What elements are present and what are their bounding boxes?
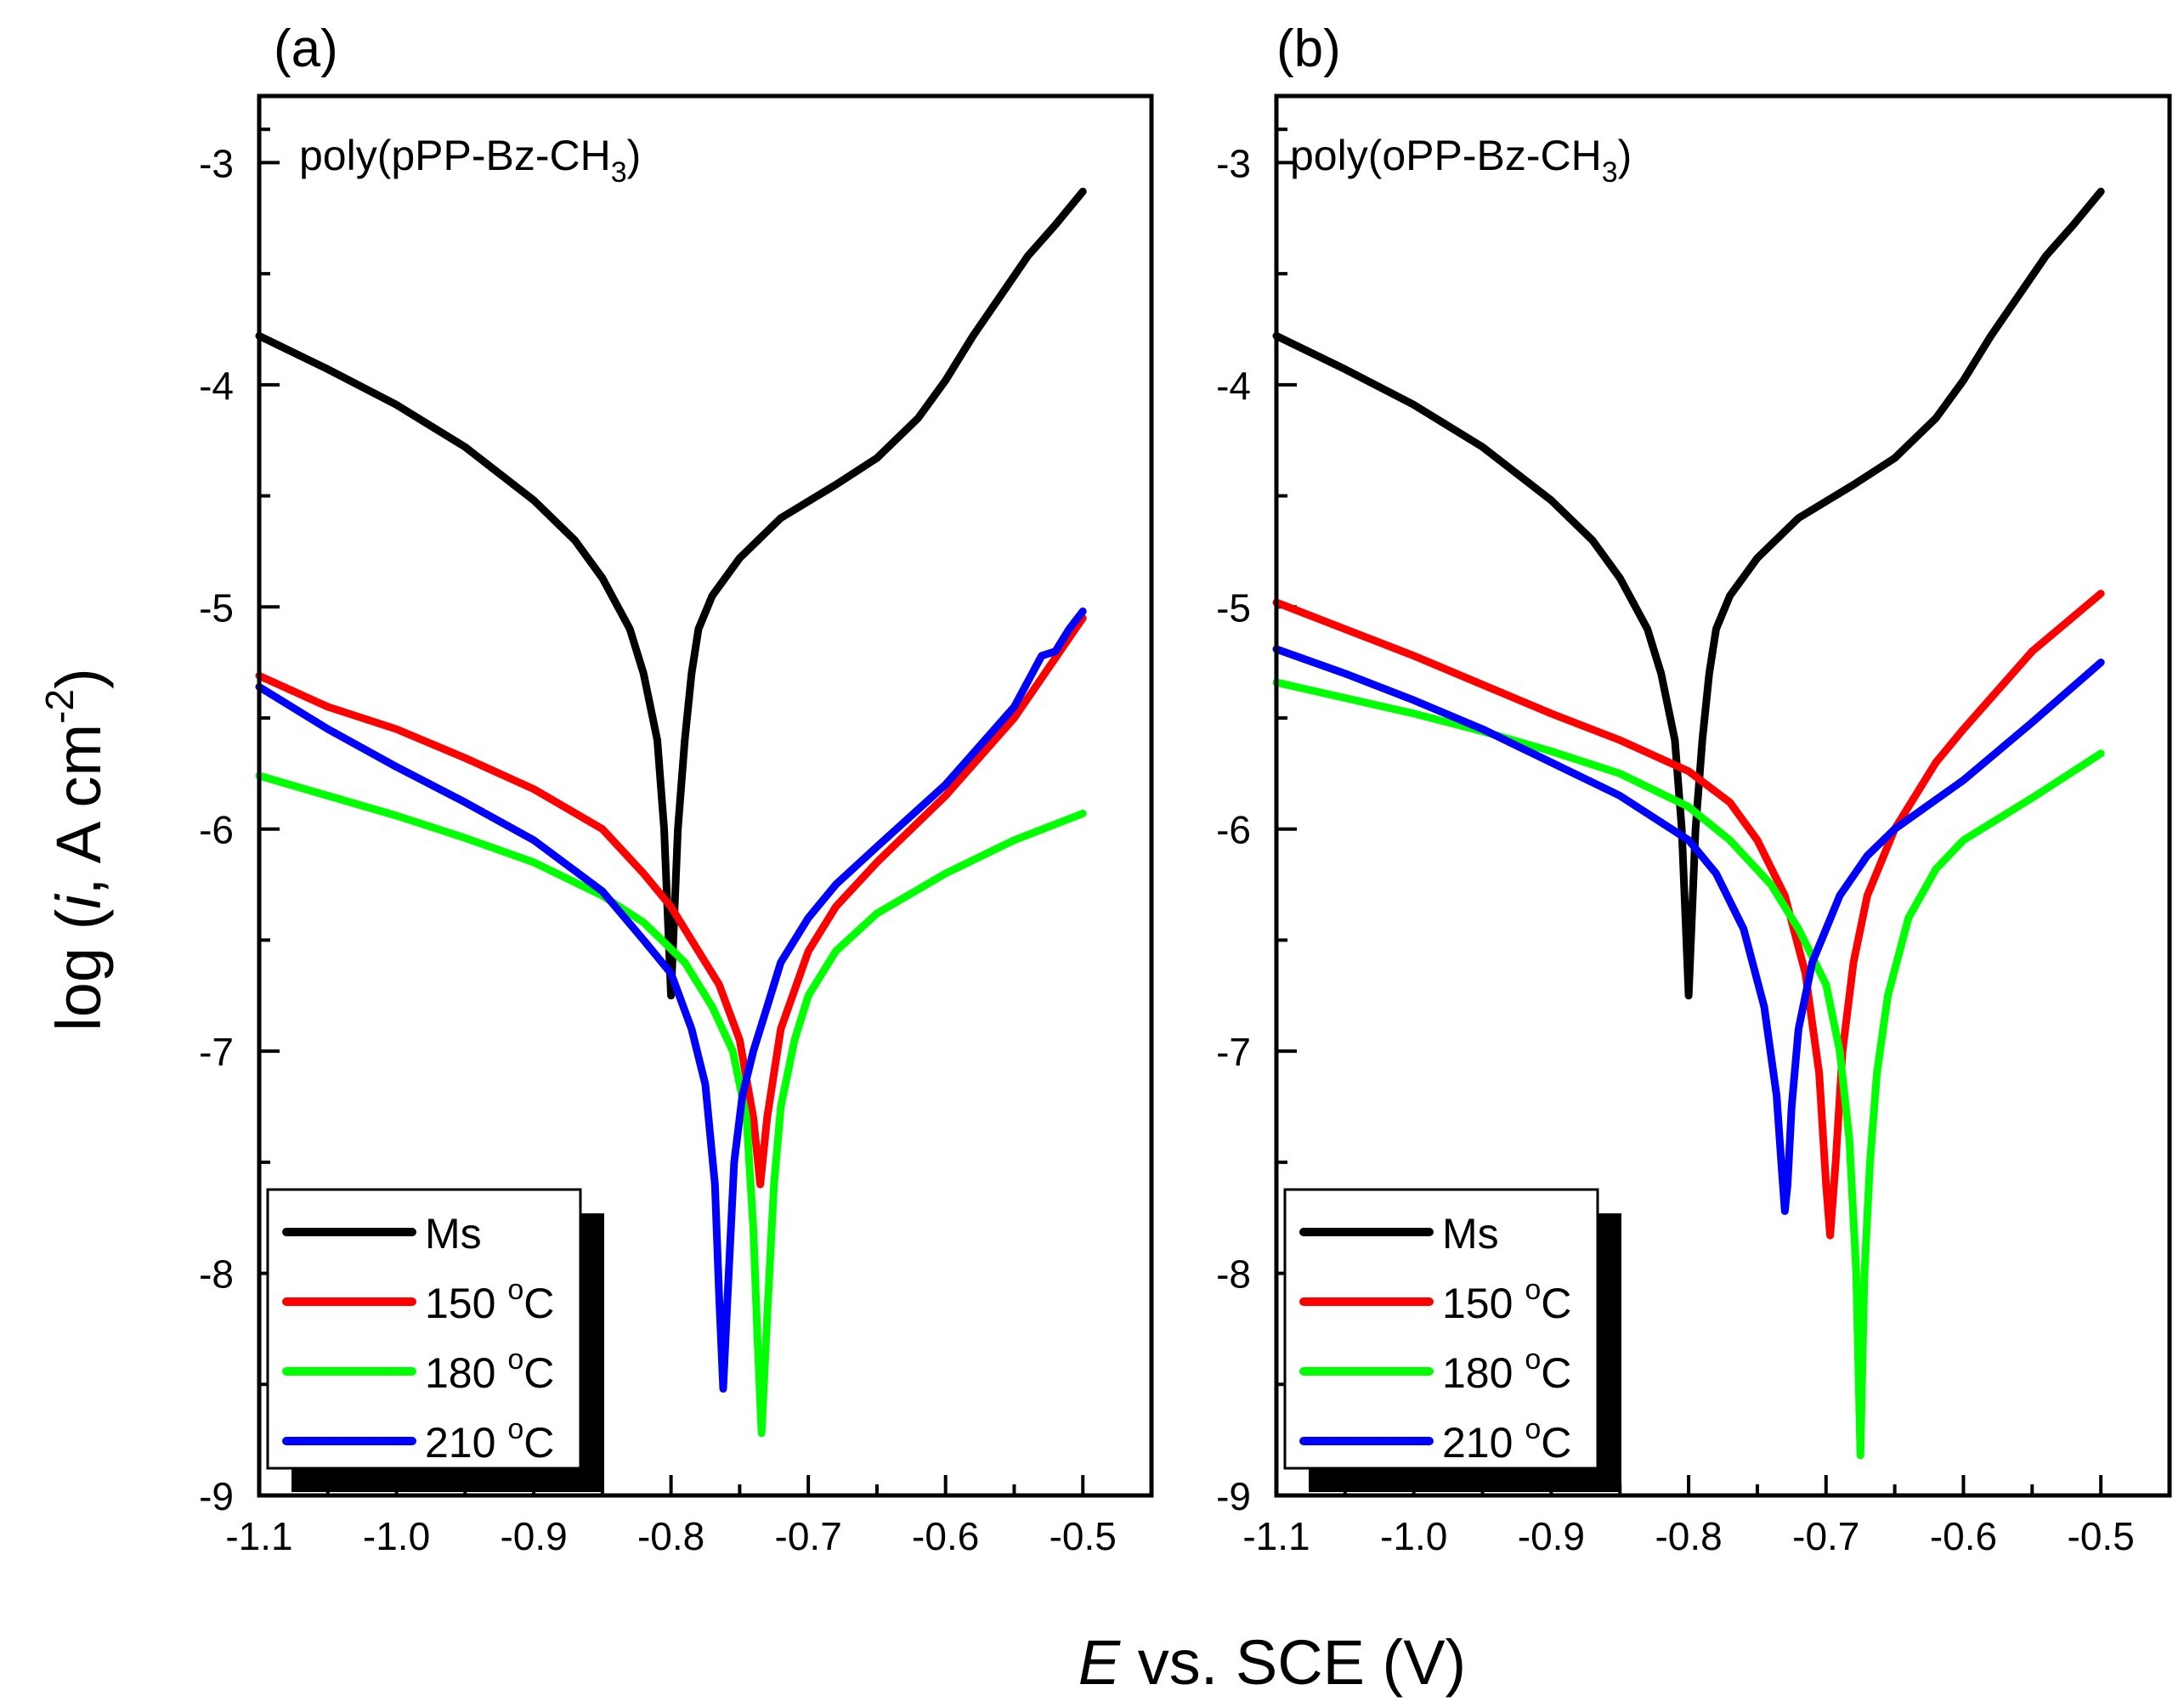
series-line [1272, 645, 2105, 1215]
series-line [255, 187, 1087, 1000]
x-tick-label: -0.8 [1655, 1514, 1722, 1558]
legend-label-main: Ms [425, 1210, 482, 1258]
x-tick-label: -0.6 [1930, 1514, 1997, 1558]
legend-label-unit: C [1541, 1419, 1571, 1467]
y-axis-title-pre: log ( [43, 908, 114, 1031]
panel-label: (a) [274, 20, 338, 78]
plot-frame [257, 93, 1154, 1498]
legend-label: 210 oC [425, 1413, 554, 1467]
panel-title-main: poly(pPP-Bz-CH [299, 132, 611, 179]
series-line [255, 772, 1087, 1438]
panel-title-sub: 3 [611, 156, 627, 189]
y-ticks: -9 -8 -7 -6 -5 -4 -3 [1216, 127, 1297, 1518]
y-axis-title-sup: -2 [37, 689, 82, 724]
legend-label-sup: o [1525, 1413, 1541, 1445]
legend-label-main: 180 [1442, 1349, 1525, 1397]
x-axis-title-italic: E [1078, 1627, 1122, 1698]
panel-b: (b) -1.1 -1.0 -0.9 -0.8 -0.7 -0.6 -0.5 -9-8-7-… [1216, 20, 2172, 1558]
legend-label-main: 150 [1442, 1280, 1525, 1327]
legend-label-unit: C [523, 1280, 554, 1327]
y-tick-label: -3 [199, 141, 234, 185]
x-tick-label: -1.1 [225, 1514, 292, 1558]
legend-label-unit: C [523, 1349, 554, 1397]
x-tick-label: -1.1 [1242, 1514, 1310, 1558]
panel-title-sub: 3 [1602, 156, 1618, 189]
y-tick-label: -6 [1216, 808, 1251, 852]
panel-title-close: ) [627, 132, 642, 179]
y-tick-label: -9 [1216, 1474, 1251, 1518]
legend-label: Ms [1442, 1210, 1499, 1258]
y-tick-label: -4 [1216, 364, 1251, 408]
y-tick-label: -6 [199, 808, 234, 852]
panel-title-main: poly(oPP-Bz-CH [1290, 132, 1602, 179]
y-tick-label: -8 [199, 1252, 234, 1297]
panel-title: poly(pPP-Bz-CH3) [299, 132, 641, 189]
x-tick-label: -0.5 [1050, 1514, 1117, 1558]
y-tick-label: -4 [199, 364, 234, 408]
legend-label-unit: C [1541, 1280, 1571, 1327]
legend-label-sup: o [507, 1413, 523, 1445]
legend-label-sup: o [1525, 1274, 1541, 1306]
x-ticks: -1.1 -1.0 -0.9 -0.8 -0.7 -0.6 -0.5 [1242, 1475, 2135, 1558]
legend-label-unit: C [523, 1419, 554, 1467]
y-tick-label: -7 [199, 1030, 234, 1074]
legend-label: 150 oC [425, 1274, 554, 1327]
y-tick-label: -3 [1216, 141, 1251, 185]
y-ticks: -9 -8 -7 -6 -5 -4 -3 [199, 127, 280, 1518]
series-layer [1272, 187, 2105, 1460]
x-tick-label: -1.0 [1380, 1514, 1447, 1558]
legend-label-main: 150 [425, 1280, 507, 1327]
x-axis-title: E vs. SCE (V) [1078, 1627, 1466, 1698]
panel-title: poly(oPP-Bz-CH3) [1290, 132, 1632, 189]
legend-label: 180 oC [425, 1343, 554, 1397]
series-layer [255, 187, 1087, 1438]
x-tick-label: -0.9 [1518, 1514, 1585, 1558]
y-axis-title-italic: i [43, 893, 114, 909]
y-axis-title-mid: , A cm [43, 724, 114, 896]
series-line [1272, 678, 2105, 1460]
series-line [255, 608, 1087, 1393]
legend-label-unit: C [1541, 1349, 1571, 1397]
legend-label-main: 210 [425, 1419, 507, 1467]
y-tick-label: -8 [1216, 1252, 1251, 1297]
legend-label: Ms [425, 1210, 482, 1258]
legend-label-sup: o [1525, 1343, 1541, 1376]
legend-label-main: 210 [1442, 1419, 1525, 1467]
y-tick-label: -5 [1216, 585, 1251, 630]
legend-label-sup: o [507, 1343, 523, 1376]
legend-label: 180 oC [1442, 1343, 1571, 1397]
panel-a: (a) -1.1 -1.0 -0.9 -0.8 -0.7 -0.6 -0.5 -9-8-7-… [199, 20, 1154, 1558]
y-tick-label: -9 [199, 1474, 234, 1518]
x-tick-label: -0.9 [500, 1514, 567, 1558]
legend-label-sup: o [507, 1274, 523, 1306]
legend-label: 210 oC [1442, 1413, 1571, 1467]
y-tick-label: -7 [1216, 1030, 1251, 1074]
x-tick-label: -0.8 [637, 1514, 704, 1558]
series-line [255, 613, 1087, 1189]
y-axis-title-post: ) [43, 668, 114, 689]
panel-title-close: ) [1618, 132, 1632, 179]
plot-frame [1274, 93, 2172, 1498]
y-axis-title: log (i, A cm-2) [37, 668, 114, 1031]
x-tick-label: -0.5 [2068, 1514, 2135, 1558]
x-tick-label: -0.7 [775, 1514, 842, 1558]
y-tick-label: -5 [199, 585, 234, 630]
series-line [1272, 590, 2105, 1240]
x-tick-label: -0.7 [1792, 1514, 1859, 1558]
x-tick-label: -1.0 [363, 1514, 430, 1558]
legend-label-main: 180 [425, 1349, 507, 1397]
legend-label-main: Ms [1442, 1210, 1499, 1258]
x-tick-label: -0.6 [912, 1514, 979, 1558]
panel-label: (b) [1276, 20, 1341, 78]
legend-label: 150 oC [1442, 1274, 1571, 1327]
series-line [1272, 187, 2105, 1000]
x-axis-title-rest: vs. SCE (V) [1120, 1627, 1466, 1698]
